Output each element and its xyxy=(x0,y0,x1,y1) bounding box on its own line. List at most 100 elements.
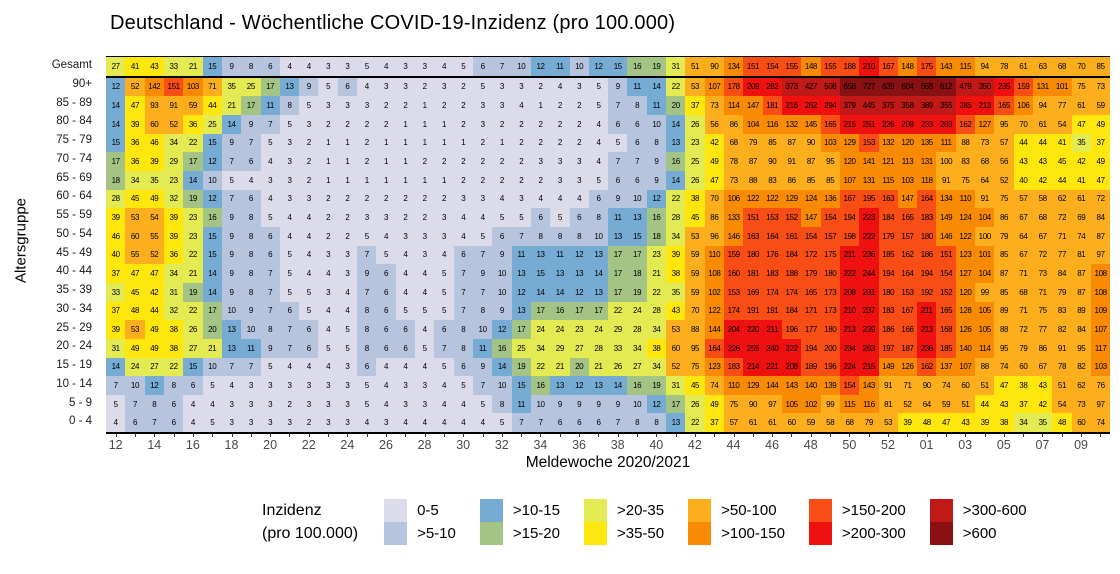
heatmap-cell: 2 xyxy=(453,77,473,97)
heatmap-cell: 100 xyxy=(936,152,956,171)
heatmap-cell: 49 xyxy=(144,189,164,209)
heatmap-cell: 4 xyxy=(550,189,570,209)
heatmap-cell: 4 xyxy=(318,357,338,377)
heatmap-cell: 58 xyxy=(820,413,840,433)
x-axis-label: 48 xyxy=(803,438,818,452)
heatmap-cell: 2 xyxy=(511,114,531,134)
heatmap-cell: 83 xyxy=(762,170,782,190)
heatmap-cell: 173 xyxy=(820,282,840,302)
heatmap-cell: 13 xyxy=(221,320,242,339)
heatmap-cell: 3 xyxy=(569,152,589,171)
heatmap-cell: 110 xyxy=(704,245,724,265)
heatmap-cell: 9 xyxy=(646,152,667,171)
heatmap-cell: 3 xyxy=(550,152,570,171)
heatmap-cell: 1 xyxy=(318,133,338,153)
x-tick xyxy=(965,433,967,437)
heatmap-cell: 3 xyxy=(279,170,300,190)
x-axis-label: 46 xyxy=(765,438,780,452)
heatmap-cell: 6 xyxy=(163,394,184,414)
heatmap-cell: 7 xyxy=(221,152,242,171)
heatmap-cell: 3 xyxy=(395,226,415,246)
heatmap-cell: 46 xyxy=(144,133,164,153)
heatmap-cell: 129 xyxy=(839,133,860,153)
heatmap-cell: 151 xyxy=(743,57,763,76)
heatmap-cell: 6 xyxy=(376,320,396,339)
heatmap-cell: 123 xyxy=(955,245,976,265)
heatmap-cell: 39 xyxy=(144,152,164,171)
heatmap-cell: 179 xyxy=(878,226,898,246)
heatmap-cell: 17 xyxy=(608,245,628,265)
heatmap-cell: 231 xyxy=(859,282,879,302)
x-tick xyxy=(173,433,175,437)
heatmap-cell: 47 xyxy=(144,264,164,283)
heatmap-cell: 6 xyxy=(627,114,647,134)
heatmap-cell: 129 xyxy=(781,189,802,209)
y-axis-label: 20 - 24 xyxy=(56,340,92,353)
x-tick xyxy=(405,433,407,437)
heatmap-cell: 2 xyxy=(434,152,454,171)
x-tick xyxy=(270,433,272,437)
heatmap-cell: 5 xyxy=(415,301,435,321)
heatmap-row: 39 53 54 39 23 16 9 8 5 4 4 2 2 3 3 2 2 3 4 4 5 5 6 5 6 8 11 13 16 28… xyxy=(106,208,1111,227)
legend-labels: >50-100 >100-150 xyxy=(721,499,785,545)
heatmap-cell: 3 xyxy=(472,189,493,209)
heatmap-cell: 5 xyxy=(588,170,609,190)
legend-label: >50-100 xyxy=(721,502,777,519)
heatmap-cell: 39 xyxy=(106,320,126,339)
heatmap-cell: 8 xyxy=(530,226,551,246)
heatmap-cell: 3 xyxy=(472,114,493,134)
heatmap-cell: 87 xyxy=(994,264,1014,283)
heatmap-cell: 23 xyxy=(569,320,589,339)
heatmap-cell: 7 xyxy=(144,413,164,433)
x-tick xyxy=(694,433,696,437)
heatmap-cell: 4 xyxy=(588,114,609,134)
heatmap-cell: 120 xyxy=(955,282,976,302)
heatmap-cell: 162 xyxy=(955,114,976,134)
heatmap-cell: 3 xyxy=(550,170,570,190)
heatmap-cell: 164 xyxy=(917,189,937,209)
heatmap-cell: 35 xyxy=(144,170,164,190)
heatmap-cell: 24 xyxy=(588,320,609,339)
heatmap-cell: 1 xyxy=(376,152,396,171)
heatmap-cell: 91 xyxy=(975,189,995,209)
heatmap-cell: 51 xyxy=(975,376,995,395)
legend-pair: >150-200 >200-300 xyxy=(808,499,906,545)
heatmap-cell: 5 xyxy=(357,226,377,246)
heatmap-cell: 183 xyxy=(762,264,782,283)
heatmap-cell: 57 xyxy=(994,133,1014,153)
heatmap-cell: 1 xyxy=(415,96,435,115)
legend-labels: >300-600 >600 xyxy=(963,499,1027,545)
heatmap-cell: 5 xyxy=(453,376,473,395)
heatmap-cell: 8 xyxy=(588,208,609,227)
heatmap-cell: 213 xyxy=(975,96,995,115)
heatmap-cell: 10 xyxy=(569,57,589,76)
heatmap-cell: 8 xyxy=(357,301,377,321)
heatmap-row: 4 6 7 6 4 5 3 3 3 3 2 3 3 4 3 4 4 4 4 4 5 7 7 6 6 6 7 8 8 13 22 37 57 61 6… xyxy=(106,413,1111,433)
heatmap-cell: 17 xyxy=(666,394,686,414)
heatmap-row: 31 49 49 38 27 21 13 11 9 7 6 5 5 8 6 6 5 7 8 11 16 25 34 29 27 2… xyxy=(106,338,1111,358)
legend-pair: >20-35 >35-50 xyxy=(583,499,664,545)
x-axis-label: 22 xyxy=(301,438,316,452)
heatmap-cell: 13 xyxy=(511,301,531,321)
heatmap-cell: 42 xyxy=(704,133,724,153)
heatmap-cell: 188 xyxy=(839,57,860,76)
heatmap-cell: 5 xyxy=(337,320,358,339)
heatmap-cell: 2 xyxy=(299,413,319,433)
heatmap-cell: 26 xyxy=(685,394,705,414)
heatmap-cell: 22 xyxy=(666,77,686,97)
heatmap-cell: 282 xyxy=(762,77,782,97)
heatmap-cell: 12 xyxy=(202,189,222,209)
heatmap-cell: 13 xyxy=(511,264,531,283)
heatmap-cell: 122 xyxy=(743,189,763,209)
heatmap-cell: 15 xyxy=(608,57,628,76)
heatmap-cell: 2 xyxy=(415,208,435,227)
heatmap-cell: 61 xyxy=(1013,57,1033,76)
heatmap-cell: 9 xyxy=(357,264,377,283)
heatmap-cell: 68 xyxy=(724,133,744,153)
x-tick xyxy=(907,433,909,437)
heatmap-cell: 107 xyxy=(839,170,860,190)
heatmap-cell: 47 xyxy=(994,376,1014,395)
heatmap-cell: 11 xyxy=(511,394,531,414)
heatmap-cell: 4 xyxy=(434,57,454,76)
heatmap-cell: 5 xyxy=(106,394,126,414)
